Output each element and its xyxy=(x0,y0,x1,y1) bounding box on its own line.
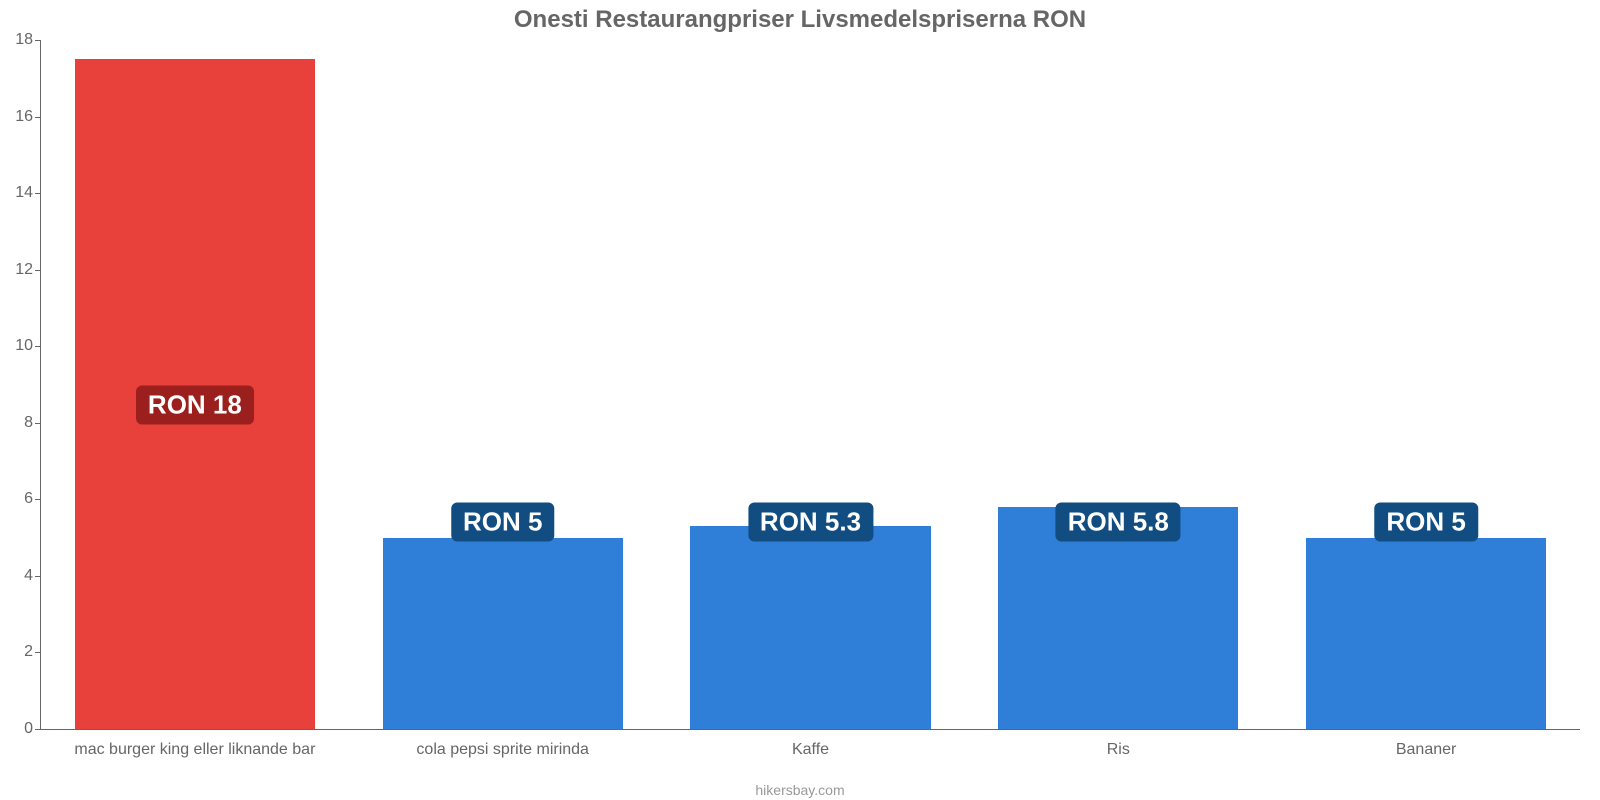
bar-value-label: RON 18 xyxy=(136,386,254,425)
y-tick-mark xyxy=(35,576,41,577)
y-tick-label: 16 xyxy=(15,108,33,126)
bar-value-label: RON 5.3 xyxy=(748,503,873,542)
chart-container: Onesti Restaurangpriser Livsmedelspriser… xyxy=(0,0,1600,800)
y-tick-label: 12 xyxy=(15,261,33,279)
attribution-text: hikersbay.com xyxy=(0,782,1600,798)
y-tick-label: 6 xyxy=(24,490,33,508)
x-tick-label: Bananer xyxy=(1396,741,1457,759)
x-tick-label: Ris xyxy=(1107,741,1130,759)
y-tick-mark xyxy=(35,652,41,653)
x-tick-label: Kaffe xyxy=(792,741,829,759)
y-tick-label: 0 xyxy=(24,720,33,738)
bar xyxy=(1306,538,1546,729)
y-tick-mark xyxy=(35,117,41,118)
y-tick-label: 18 xyxy=(15,31,33,49)
bar xyxy=(690,526,930,729)
y-tick-mark xyxy=(35,499,41,500)
bar-value-label: RON 5.8 xyxy=(1056,503,1181,542)
y-tick-mark xyxy=(35,423,41,424)
bar-value-label: RON 5 xyxy=(1374,503,1477,542)
y-tick-label: 4 xyxy=(24,567,33,585)
y-tick-label: 14 xyxy=(15,184,33,202)
y-tick-mark xyxy=(35,729,41,730)
bar-value-label: RON 5 xyxy=(451,503,554,542)
x-tick-label: mac burger king eller liknande bar xyxy=(74,741,315,759)
chart-title: Onesti Restaurangpriser Livsmedelspriser… xyxy=(0,6,1600,34)
y-tick-mark xyxy=(35,193,41,194)
y-tick-mark xyxy=(35,270,41,271)
bar xyxy=(383,538,623,729)
plot-area: 024681012141618mac burger king eller lik… xyxy=(40,40,1580,730)
y-tick-label: 2 xyxy=(24,643,33,661)
y-tick-label: 8 xyxy=(24,414,33,432)
y-tick-mark xyxy=(35,40,41,41)
y-tick-label: 10 xyxy=(15,337,33,355)
y-tick-mark xyxy=(35,346,41,347)
x-tick-label: cola pepsi sprite mirinda xyxy=(416,741,589,759)
